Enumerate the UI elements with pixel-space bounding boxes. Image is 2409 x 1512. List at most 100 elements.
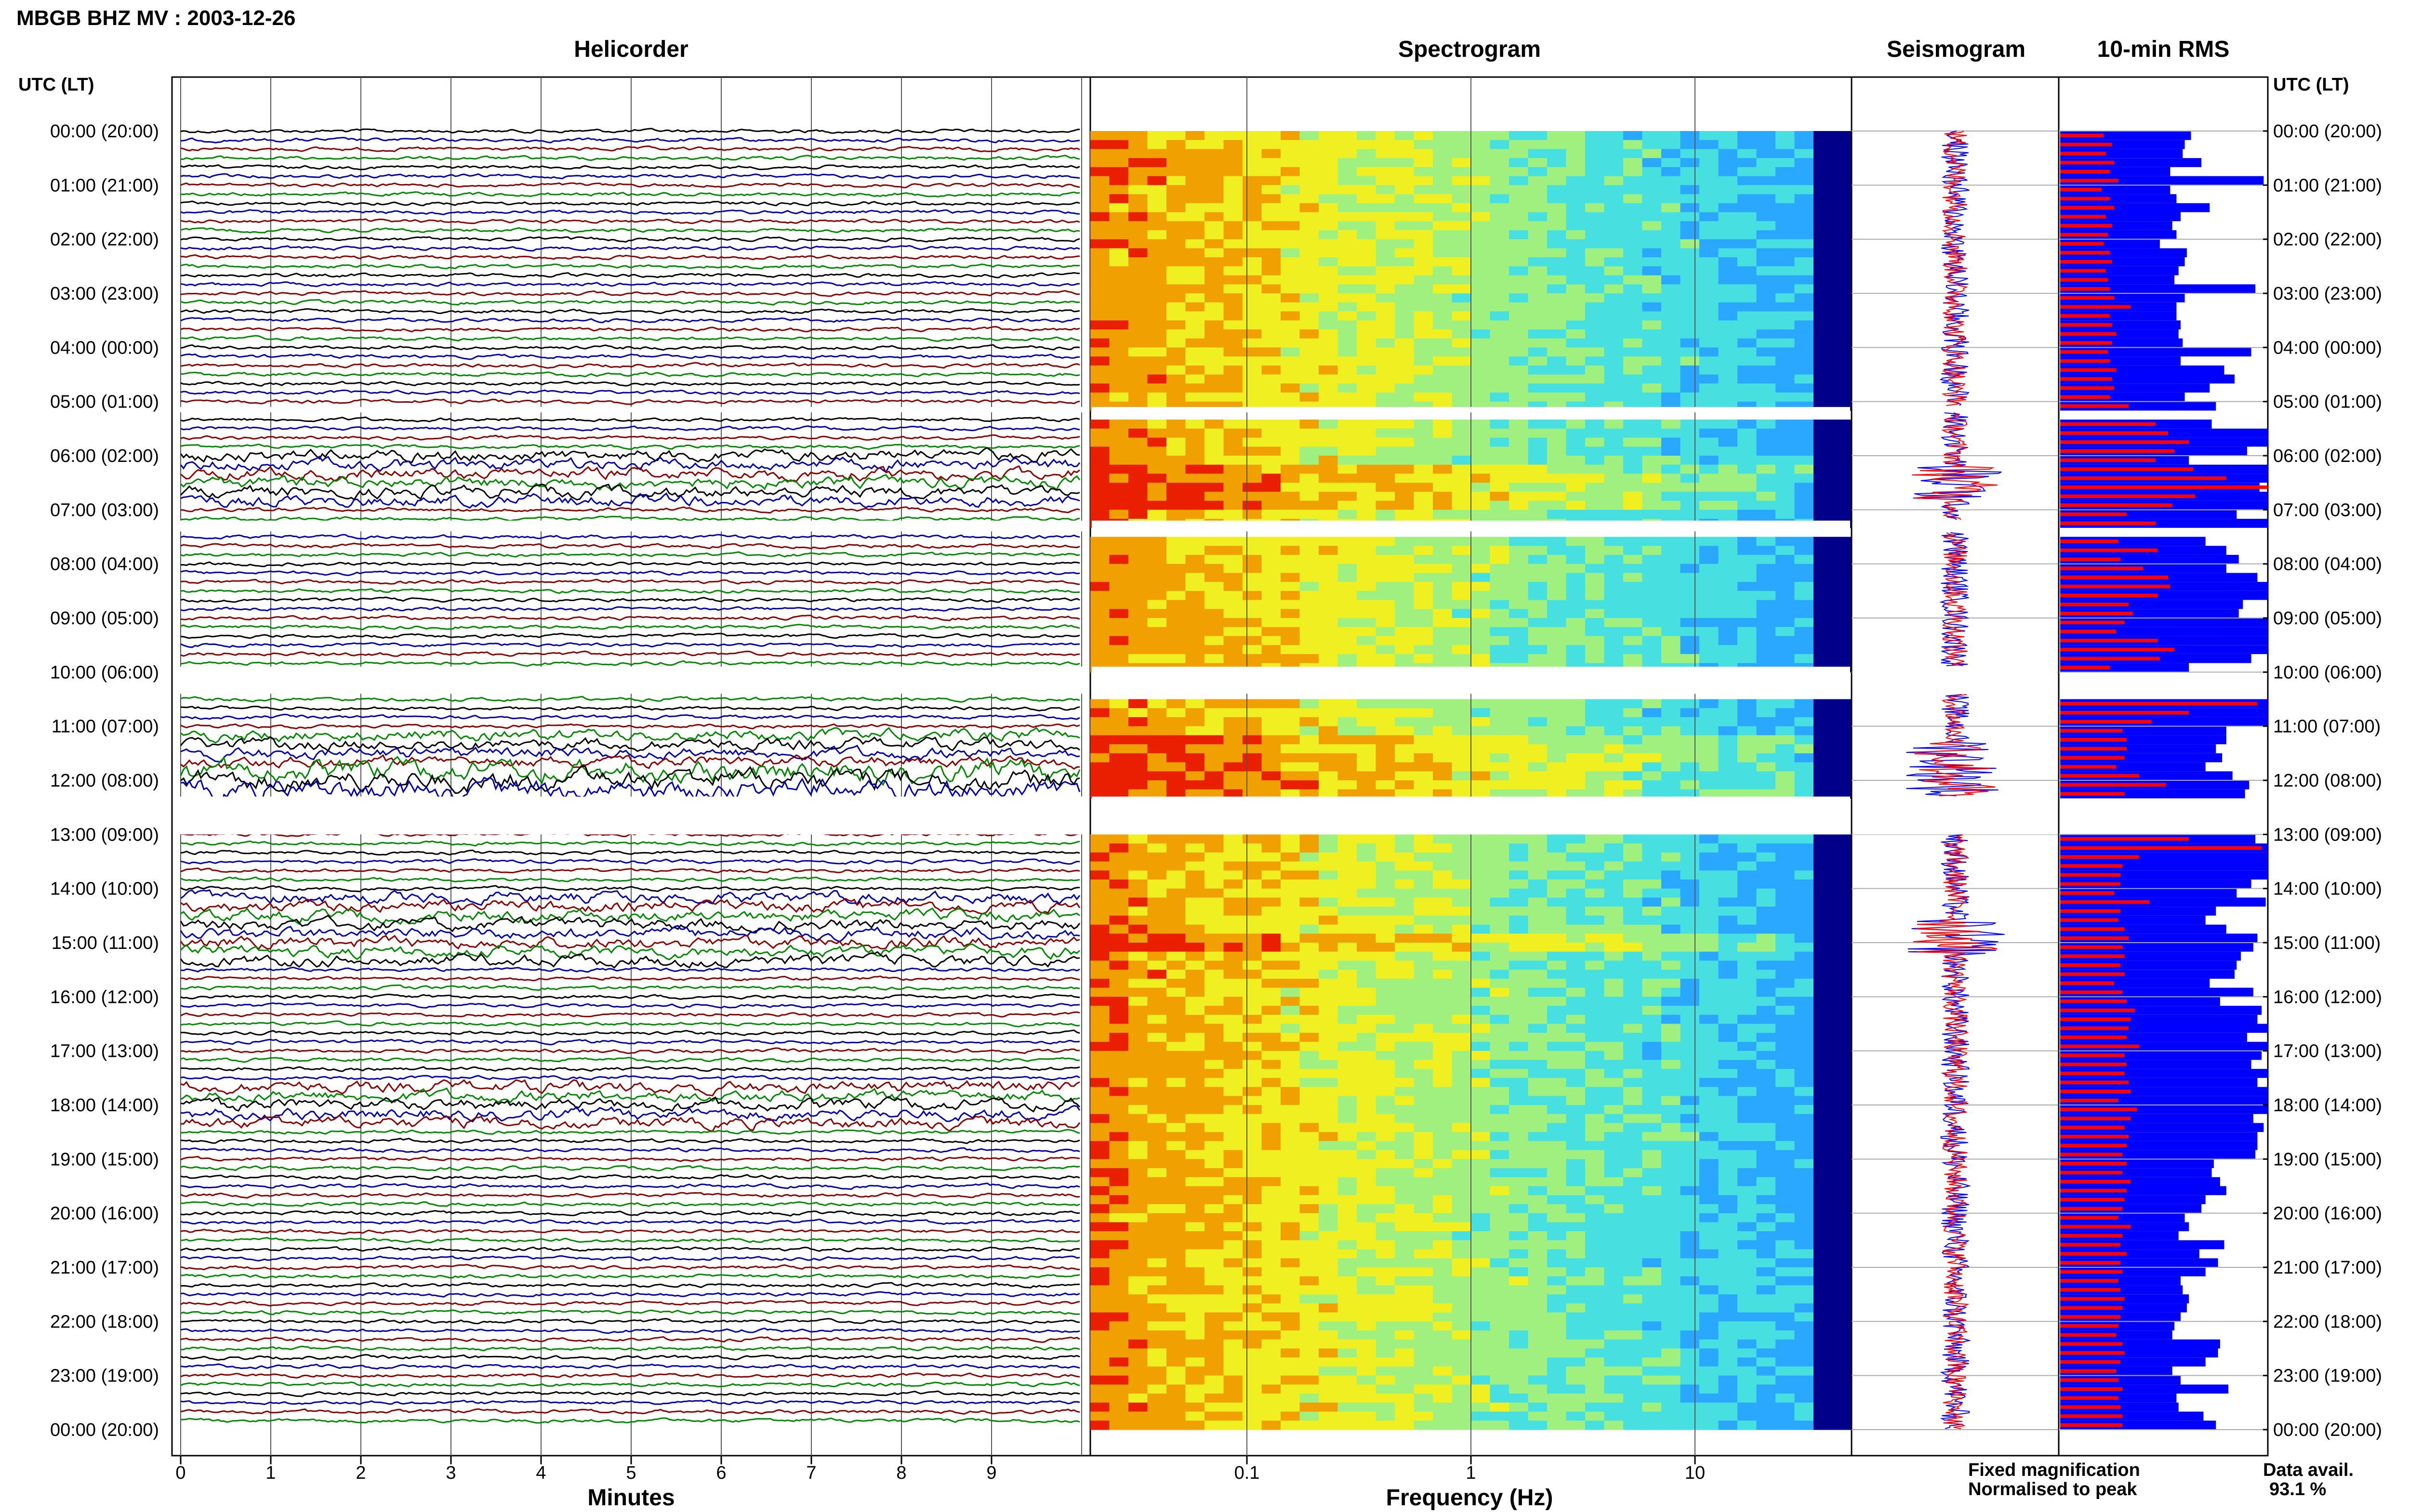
spectrogram-cell (1281, 320, 1300, 330)
spectrogram-cell (1357, 1240, 1377, 1250)
spectrogram-cell (1204, 338, 1224, 348)
spectrogram-cell (1166, 1168, 1186, 1178)
spectrogram-cell (1832, 627, 1852, 636)
spectrogram-cell (1090, 960, 1110, 970)
spectrogram-cell (1109, 1267, 1129, 1277)
helicorder-trace (180, 1147, 1080, 1154)
spectrogram-cell (1319, 834, 1338, 844)
spectrogram-cell (1623, 951, 1643, 961)
spectrogram-cell (1299, 843, 1319, 853)
spectrogram-cell (1756, 970, 1776, 979)
spectrogram-cell (1261, 510, 1281, 519)
spectrogram-cell (1109, 591, 1129, 601)
spectrogram-cell (1832, 491, 1852, 501)
spectrogram-cell (1223, 1231, 1243, 1241)
spectrogram-cell (1319, 464, 1338, 474)
spectrogram-cell (1699, 1060, 1719, 1069)
spectrogram-cell (1414, 987, 1433, 997)
spectrogram-cell (1109, 582, 1129, 592)
spectrogram-cell (1699, 510, 1719, 519)
spectrogram-cell (1699, 591, 1719, 601)
spectrogram-cell (1699, 600, 1719, 609)
spectrogram-cell (1737, 1105, 1757, 1115)
spectrogram-cell (1261, 987, 1281, 997)
spectrogram-cell (1299, 897, 1319, 907)
spectrogram-cell (1642, 546, 1662, 555)
spectrogram-cell (1528, 1204, 1548, 1214)
spectrogram-cell (1737, 275, 1757, 285)
spectrogram-cell (1661, 861, 1681, 871)
spectrogram-cell (1642, 1006, 1662, 1015)
spectrogram-cell (1243, 987, 1262, 997)
spectrogram-cell (1813, 1231, 1833, 1241)
spectrogram-cell (1204, 1204, 1224, 1214)
spectrogram-cell (1661, 997, 1681, 1006)
spectrogram-cell (1737, 365, 1757, 375)
spectrogram-cell (1337, 609, 1357, 618)
spectrogram-cell (1319, 275, 1338, 285)
spectrogram-cell (1147, 428, 1167, 438)
spectrogram-cell (1718, 203, 1738, 213)
spectrogram-cell (1433, 392, 1453, 402)
spectrogram-cell (1509, 158, 1529, 168)
spectrogram-cell (1699, 167, 1719, 177)
spectrogram-cell (1832, 1060, 1852, 1069)
spectrogram-cell (1452, 1014, 1471, 1025)
spectrogram-cell (1509, 1141, 1529, 1151)
spectrogram-cell (1699, 933, 1719, 943)
spectrogram-cell (1794, 510, 1814, 519)
spectrogram-cell (1623, 1123, 1643, 1132)
data-gap (173, 520, 1089, 532)
spectrogram-cell (1642, 176, 1662, 185)
spectrogram-cell (1585, 1114, 1605, 1123)
spectrogram-cell (1699, 347, 1719, 357)
spectrogram-cell (1756, 1186, 1776, 1196)
spectrogram-cell (1261, 1258, 1281, 1268)
spectrogram-cell (1261, 1204, 1281, 1214)
spectrogram-cell (1452, 600, 1471, 609)
spectrogram-cell (1319, 149, 1338, 158)
spectrogram-cell (1185, 753, 1205, 763)
spectrogram-cell (1357, 1168, 1377, 1178)
spectrogram-cell (1223, 1267, 1243, 1277)
spectrogram-cell (1832, 852, 1852, 862)
spectrogram-cell (1452, 970, 1471, 979)
spectrogram-cell (1185, 645, 1205, 655)
spectrogram-cell (1261, 176, 1281, 185)
spectrogram-cell (1528, 392, 1548, 402)
spectrogram-cell (1452, 149, 1471, 158)
spectrogram-cell (1319, 780, 1338, 790)
spectrogram-cell (1433, 537, 1453, 546)
spectrogram-cell (1699, 834, 1719, 844)
spectrogram-cell (1357, 726, 1377, 736)
spectrogram-cell (1223, 771, 1243, 781)
spectrogram-cell (1756, 437, 1776, 447)
helicorder-trace (180, 534, 1080, 540)
spectrogram-cell (1243, 437, 1262, 447)
spectrogram-cell (1794, 762, 1814, 772)
spectrogram-cell (1775, 483, 1795, 492)
spectrogram-cell (1756, 843, 1776, 853)
spectrogram-cell (1642, 1267, 1662, 1277)
spectrogram-cell (1147, 987, 1167, 997)
spectrogram-cell (1319, 500, 1338, 510)
spectrogram-cell (1319, 176, 1338, 185)
spectrogram-cell (1299, 744, 1319, 754)
spectrogram-cell (1243, 1123, 1262, 1132)
spectrogram-cell (1185, 1177, 1205, 1187)
spectrogram-cell (1680, 1204, 1700, 1214)
spectrogram-cell (1243, 618, 1262, 628)
spectrogram-cell (1319, 491, 1338, 501)
spectrogram-cell (1433, 654, 1453, 664)
spectrogram-cell (1547, 924, 1567, 934)
spectrogram-cell (1756, 1222, 1776, 1232)
spectrogram-cell (1661, 753, 1681, 763)
spectrogram-cell (1261, 221, 1281, 231)
spectrogram-cell (1395, 302, 1415, 312)
spectrogram-cell (1699, 473, 1719, 483)
spectrogram-cell (1281, 1177, 1300, 1187)
spectrogram-cell (1775, 176, 1795, 185)
spectrogram-cell (1604, 771, 1624, 781)
spectrogram-cell (1775, 554, 1795, 565)
helicorder-trace (180, 1328, 1080, 1334)
